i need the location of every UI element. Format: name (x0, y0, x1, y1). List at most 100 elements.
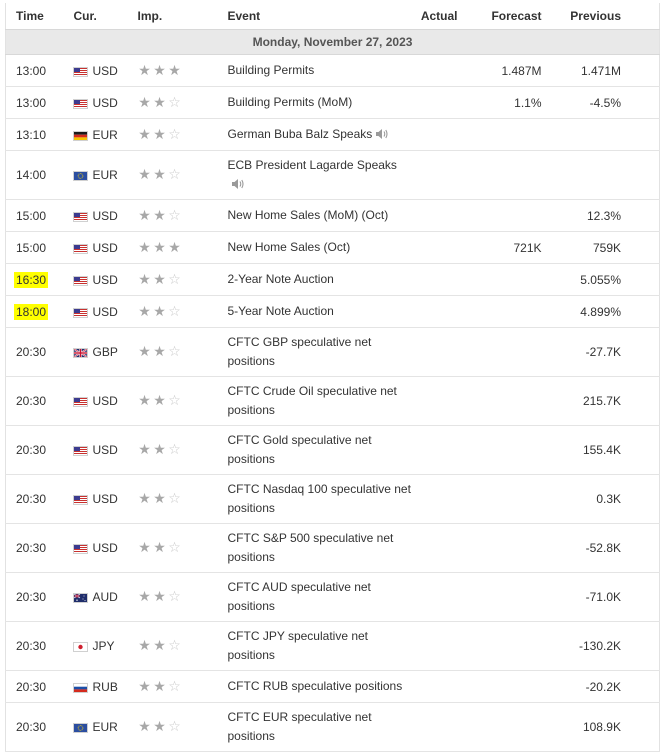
event-name-link[interactable]: CFTC Crude Oil speculative net positions (227, 384, 397, 417)
header-importance[interactable]: Imp. (137, 3, 228, 30)
event-name-link[interactable]: CFTC S&P 500 speculative net positions (227, 531, 394, 564)
event-row[interactable]: 20:30 EUR ★★☆ CFTC EUR speculative net posi… (5, 702, 660, 752)
event-currency: USD (72, 231, 138, 264)
event-row[interactable]: 15:00 USD ★★☆ New Home Sales (MoM) (Oct) 12.… (5, 199, 660, 232)
event-actual (413, 327, 468, 377)
event-row[interactable]: 20:30 RUB ★★☆ CFTC RUB speculative position… (5, 670, 660, 703)
highlighted-time: 18:00 (14, 303, 49, 320)
star-empty-icon: ☆ (168, 126, 182, 143)
event-row[interactable]: 20:30 USD ★★☆ CFTC Nasdaq 100 speculative n… (5, 474, 660, 524)
event-time: 20:30 (5, 670, 74, 703)
event-row[interactable]: 20:30 JPY ★★☆ CFTC JPY speculative net posi… (5, 621, 660, 671)
event-name-cell: Building Permits (MoM) (227, 86, 414, 119)
us-flag-icon (72, 243, 88, 254)
date-label: Monday, November 27, 2023 (5, 29, 660, 55)
event-name-link[interactable]: 5-Year Note Auction (227, 304, 334, 318)
event-currency: USD (72, 523, 138, 573)
star-filled-icon: ★ (153, 126, 167, 143)
star-empty-icon: ☆ (168, 638, 182, 654)
event-name-link[interactable]: CFTC AUD speculative net positions (227, 580, 371, 613)
event-previous: 12.3% (551, 199, 660, 232)
event-row[interactable]: 15:00 USD ★★★ New Home Sales (Oct) 721K 759K (5, 231, 660, 264)
event-importance: ★★☆ (137, 295, 228, 328)
event-name-link[interactable]: CFTC RUB speculative positions (227, 679, 403, 693)
event-row[interactable]: 20:30 USD ★★☆ CFTC Crude Oil speculative ne… (5, 376, 660, 426)
event-importance: ★★☆ (137, 523, 228, 573)
event-row[interactable]: 20:30 USD ★★☆ CFTC Gold speculative net pos… (5, 425, 660, 475)
event-time: 16:30 (5, 263, 74, 296)
event-currency: JPY (72, 621, 138, 671)
star-filled-icon: ★ (153, 678, 167, 695)
event-previous: 108.9K (551, 702, 660, 752)
event-previous: 215.7K (551, 376, 660, 426)
currency-code: USD (92, 63, 118, 78)
event-name-link[interactable]: German Buba Balz Speaks (227, 127, 373, 141)
time-text: 15:00 (16, 208, 47, 223)
currency-code: USD (92, 304, 118, 319)
event-name-link[interactable]: CFTC Nasdaq 100 speculative net position… (227, 482, 411, 515)
event-forecast (467, 621, 552, 671)
star-filled-icon: ★ (153, 207, 167, 224)
time-text: 13:00 (16, 63, 47, 78)
event-row[interactable]: 16:30 USD ★★☆ 2-Year Note Auction 5.055% (5, 263, 660, 296)
event-actual (413, 118, 468, 151)
time-text: 20:30 (16, 720, 47, 734)
star-filled-icon: ★ (138, 589, 152, 605)
star-empty-icon: ☆ (168, 589, 182, 605)
us-flag-icon (72, 495, 88, 505)
event-currency: GBP (72, 327, 138, 377)
event-currency: EUR (72, 118, 138, 151)
eu-flag-icon (72, 171, 88, 181)
event-importance: ★★☆ (137, 118, 228, 151)
event-actual (413, 295, 468, 328)
us-flag-icon (72, 544, 88, 554)
header-event[interactable]: Event (227, 3, 414, 30)
event-name-link[interactable]: ECB President Lagarde Speaks (227, 158, 397, 172)
event-time: 13:00 (5, 54, 74, 87)
star-empty-icon: ☆ (168, 491, 182, 507)
importance-stars: ★★☆ (138, 443, 183, 457)
event-name-cell: German Buba Balz Speaks (227, 118, 414, 151)
star-filled-icon: ★ (138, 678, 152, 695)
time-text: 20:30 (16, 679, 47, 694)
event-name-link[interactable]: Building Permits (227, 63, 315, 77)
event-currency: USD (72, 54, 138, 87)
currency-code: USD (92, 208, 118, 223)
event-row[interactable]: 13:00 USD ★★★ Building Permits 1.487M 1.471M (5, 54, 660, 87)
header-forecast[interactable]: Forecast (467, 3, 552, 30)
event-row[interactable]: 20:30 AUD ★★☆ CFTC AUD speculative net posi… (5, 572, 660, 622)
event-actual (413, 199, 468, 232)
event-forecast (467, 199, 552, 232)
event-name-link[interactable]: CFTC JPY speculative net positions (227, 629, 369, 662)
event-name-link[interactable]: CFTC EUR speculative net positions (227, 710, 372, 743)
event-row[interactable]: 20:30 GBP ★★☆ CFTC GBP speculative net posi… (5, 327, 660, 377)
event-name-link[interactable]: New Home Sales (Oct) (227, 240, 351, 254)
currency-code: USD (92, 240, 118, 255)
event-currency: USD (72, 376, 138, 426)
header-previous[interactable]: Previous (551, 3, 660, 30)
event-row[interactable]: 20:30 USD ★★☆ CFTC S&P 500 speculative net … (5, 523, 660, 573)
event-row[interactable]: 14:00 EUR ★★☆ ECB President Lagarde Speaks (5, 150, 660, 200)
event-name-link[interactable]: Building Permits (MoM) (227, 95, 353, 109)
event-row[interactable]: 13:10 EUR ★★☆ German Buba Balz Speaks (5, 118, 660, 151)
event-name-link[interactable]: 2-Year Note Auction (227, 272, 334, 286)
star-filled-icon: ★ (168, 62, 182, 79)
star-empty-icon: ☆ (168, 393, 182, 409)
header-actual[interactable]: Actual (413, 3, 468, 30)
header-time[interactable]: Time (5, 3, 74, 30)
star-empty-icon: ☆ (168, 344, 182, 360)
event-name-cell: CFTC RUB speculative positions (227, 670, 414, 703)
us-flag-icon (72, 98, 88, 109)
header-currency[interactable]: Cur. (73, 3, 138, 30)
event-previous: -20.2K (551, 670, 660, 703)
event-name-link[interactable]: New Home Sales (MoM) (Oct) (227, 208, 389, 222)
star-filled-icon: ★ (138, 94, 152, 111)
event-name-link[interactable]: CFTC Gold speculative net positions (227, 433, 372, 466)
event-row[interactable]: 18:00 USD ★★☆ 5-Year Note Auction 4.899% (5, 295, 660, 328)
star-filled-icon: ★ (138, 167, 152, 183)
star-filled-icon: ★ (138, 491, 152, 507)
event-row[interactable]: 13:00 USD ★★☆ Building Permits (MoM) 1.1% -4.… (5, 86, 660, 119)
event-name-link[interactable]: CFTC GBP speculative net positions (227, 335, 372, 368)
us-flag-icon (72, 211, 88, 222)
event-currency: USD (72, 474, 138, 524)
